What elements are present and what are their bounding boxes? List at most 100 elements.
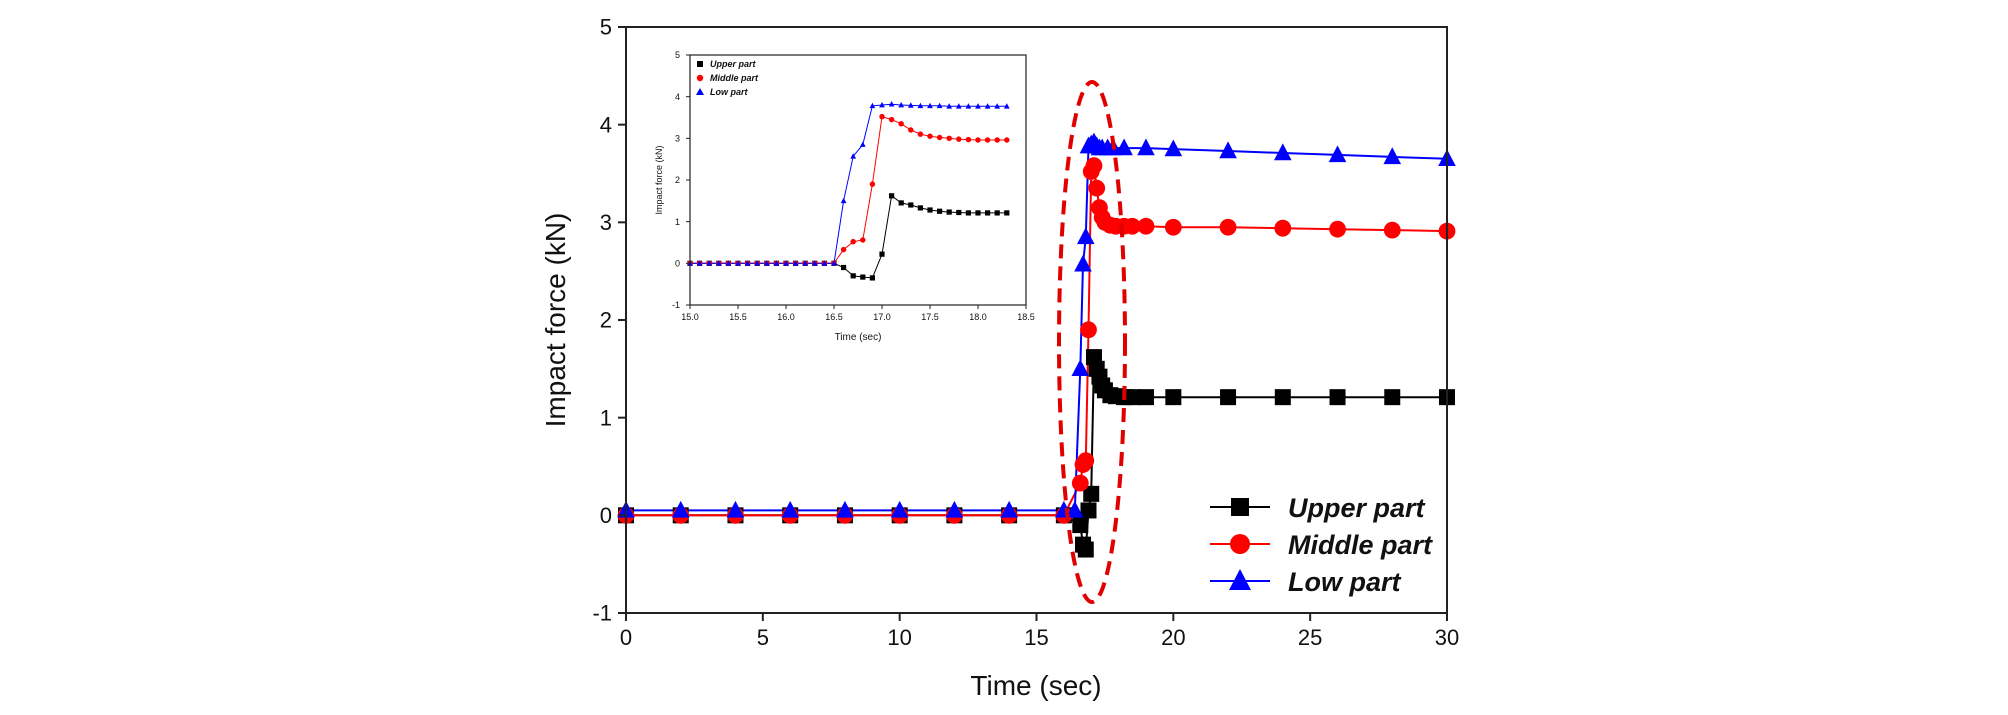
data-point-low-part [821,260,828,266]
inset-legend-item-low: Low part [696,87,749,97]
x-tick-label: 18.0 [969,312,987,322]
x-tick-label: 15.5 [729,312,747,322]
data-point-low-part [725,260,732,266]
x-tick-label: 10 [887,625,911,650]
main-legend: Upper part Middle part Low part [1210,493,1433,597]
inset-legend-item-middle: Middle part [696,73,759,83]
data-point-low-part [1003,103,1010,109]
data-point-middle-part [1123,217,1141,235]
data-point-low-part [773,260,780,266]
data-point-low-part [763,260,770,266]
data-point-upper-part [927,207,933,213]
data-point-low-part [879,101,885,108]
legend-label-low: Low part [1288,567,1402,597]
data-point-low-part [1219,141,1237,159]
data-point-middle-part [850,238,856,245]
data-point-upper-part [1083,485,1100,502]
data-point-middle-part [840,246,847,253]
x-tick-label: 16.0 [777,312,795,322]
data-point-low-part [792,260,799,266]
data-point-middle-part [1383,221,1401,239]
data-point-low-part [850,153,857,159]
data-point-upper-part [1220,389,1237,406]
data-point-upper-part [1329,389,1346,406]
inset-legend: Upper part Middle part Low part [696,59,759,97]
x-tick-label: 16.5 [825,312,843,322]
data-point-low-part [726,500,745,518]
inset-legend-item-upper: Upper part [697,59,757,69]
data-point-upper-part [965,210,971,216]
data-point-low-part [907,102,914,108]
data-point-upper-part [898,200,904,206]
data-point-low-part [840,197,847,204]
data-point-middle-part [1088,179,1106,197]
data-point-low-part [744,260,751,266]
square-marker-icon [1231,498,1249,516]
y-tick-label: 3 [675,133,680,143]
data-point-low-part [831,260,837,266]
data-point-upper-part [1274,389,1291,406]
inset-plot-layer [687,101,1010,281]
impact-region-ellipse [1057,80,1127,604]
data-point-upper-part [1137,389,1154,406]
data-point-middle-part [1077,452,1095,470]
data-point-low-part [781,500,799,518]
data-point-upper-part [1072,517,1089,534]
inset-legend-label-low: Low part [710,87,749,97]
data-point-upper-part [937,208,943,214]
y-tick-label: -1 [672,300,680,310]
data-point-middle-part [1137,217,1155,235]
data-point-low-part [754,260,761,266]
data-point-low-part [836,500,854,518]
data-point-upper-part [1077,541,1094,558]
square-marker-icon [697,61,703,67]
data-point-upper-part [1384,389,1401,406]
x-tick-label: 17.0 [873,312,891,322]
x-tick-label: 15 [1024,625,1048,650]
triangle-marker-icon [696,88,704,95]
data-point-middle-part [994,137,1000,143]
data-point-middle-part [965,136,972,143]
y-tick-label: 4 [600,112,612,137]
data-point-middle-part [1085,157,1103,175]
data-point-low-part [890,500,909,518]
data-point-upper-part [1165,389,1182,406]
data-point-low-part [1137,138,1155,156]
data-point-middle-part [860,237,866,243]
y-tick-label: -1 [592,601,612,626]
data-point-upper-part [850,273,856,279]
data-point-middle-part [936,134,943,141]
data-point-middle-part [917,131,924,137]
data-point-middle-part [1004,137,1010,143]
data-point-low-part [1328,145,1347,163]
x-tick-label: 17.5 [921,312,939,322]
data-point-middle-part [888,116,895,123]
data-point-middle-part [879,113,885,120]
data-point-low-part [1383,147,1402,165]
data-point-upper-part [975,210,981,216]
data-point-low-part [1000,500,1018,518]
x-tick-label: 20 [1161,625,1185,650]
main-x-axis-title: Time (sec) [970,670,1101,701]
data-point-middle-part [1219,218,1237,236]
data-point-low-part [927,102,933,109]
data-point-middle-part [1071,474,1089,492]
data-point-upper-part [1080,502,1097,519]
x-tick-label: 25 [1298,625,1322,650]
inset-legend-label-middle: Middle part [710,73,759,83]
legend-item-upper: Upper part [1210,493,1426,523]
data-point-middle-part [869,181,876,187]
legend-item-low: Low part [1210,567,1402,597]
data-point-low-part [735,260,741,266]
y-tick-label: 2 [600,308,612,333]
data-point-low-part [696,260,703,266]
data-point-middle-part [1329,220,1346,238]
data-point-middle-part [1164,218,1182,236]
inset-legend-label-upper: Upper part [710,59,757,69]
main-y-axis-title: Impact force (kN) [540,213,571,428]
data-point-low-part [955,103,962,109]
data-point-middle-part [908,127,914,133]
data-point-low-part [994,103,1001,109]
data-point-upper-part [994,210,1000,216]
